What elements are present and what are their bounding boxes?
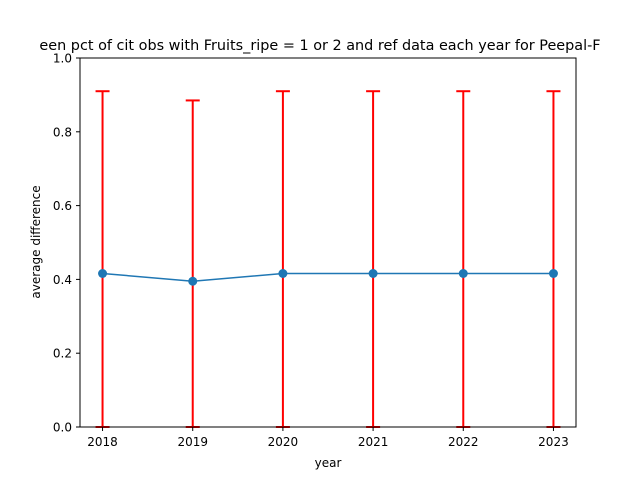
y-tick-label-1.0: 1.0: [53, 52, 72, 66]
y-tick-label-0.4: 0.4: [53, 273, 72, 287]
x-tick-label-2021: 2021: [358, 435, 389, 449]
y-tick-label-0.8: 0.8: [53, 125, 72, 139]
y-axis-label: average difference: [29, 185, 43, 298]
x-tick-label-2022: 2022: [448, 435, 479, 449]
x-tick-label-2023: 2023: [538, 435, 569, 449]
data-point-2020: [278, 268, 288, 278]
y-tick-label-0.6: 0.6: [53, 199, 72, 213]
x-tick-label-2020: 2020: [268, 435, 299, 449]
y-tick-label-0.0: 0.0: [53, 421, 72, 435]
data-point-2021: [368, 268, 378, 278]
chart-title: een pct of cit obs with Fruits_ripe = 1 …: [39, 38, 600, 54]
x-tick-label-2019: 2019: [177, 435, 208, 449]
x-axis-label: year: [315, 456, 342, 470]
series-line: [102, 272, 554, 282]
y-tick-label-0.2: 0.2: [53, 347, 72, 361]
axes-frame: [79, 57, 577, 428]
plot-area: 2018 2019 2020 2021 2022 2023 0.0 0.2 0.4 0.6 0.8 1…: [53, 52, 577, 449]
x-tick-label-2018: 2018: [87, 435, 118, 449]
data-point-2019: [188, 276, 198, 286]
data-point-2022: [458, 268, 468, 278]
data-point-2023: [548, 268, 558, 278]
data-point-2018: [98, 268, 108, 278]
